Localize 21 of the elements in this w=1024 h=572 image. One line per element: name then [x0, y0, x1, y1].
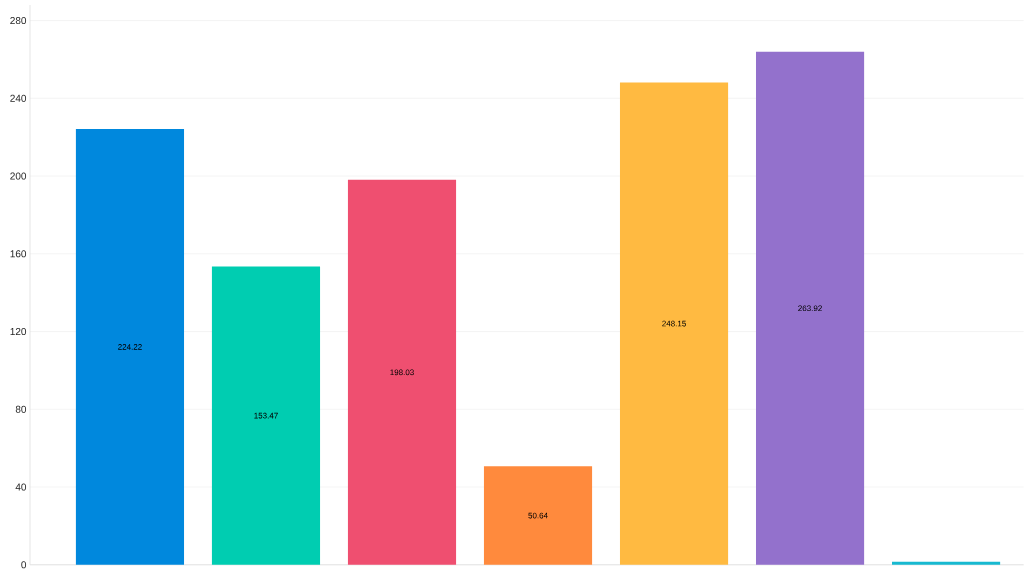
- data-label: 263.92: [798, 305, 822, 312]
- bar: [483, 466, 593, 565]
- y-tick-label: 280: [10, 17, 27, 25]
- y-tick-label: 0: [21, 561, 27, 569]
- y-tick-label: 240: [10, 94, 27, 102]
- y-tick-label: 120: [10, 328, 27, 336]
- y-tick-label: 40: [15, 483, 27, 491]
- data-label: 224.22: [118, 344, 142, 350]
- bar: [892, 562, 1001, 565]
- data-label: 153.47: [254, 412, 278, 419]
- bar: [755, 51, 865, 565]
- data-label: 198.03: [390, 369, 414, 376]
- y-tick-label: 200: [10, 172, 27, 180]
- y-tick-label: 80: [15, 405, 27, 413]
- y-tick-label: 160: [10, 250, 27, 258]
- bar: [211, 266, 321, 565]
- data-label: 248.15: [662, 320, 686, 327]
- bar: [75, 129, 185, 565]
- bar: [347, 180, 457, 565]
- bar: [619, 82, 729, 565]
- data-label: 50.64: [528, 512, 548, 519]
